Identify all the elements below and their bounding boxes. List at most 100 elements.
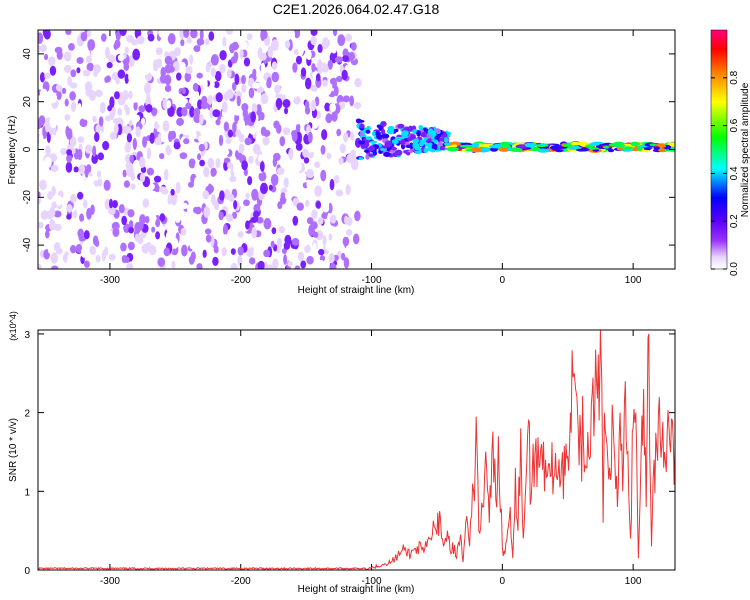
heatmap-cell xyxy=(65,30,72,36)
heatmap-cell xyxy=(266,76,272,89)
heatmap-cell xyxy=(509,147,523,152)
heatmap-cell xyxy=(258,170,267,182)
heatmap-cell xyxy=(181,106,188,117)
heatmap-cell xyxy=(70,69,77,78)
heatmap-cell xyxy=(53,210,62,218)
heatmap-cell xyxy=(232,211,238,219)
heatmap-cell xyxy=(329,78,337,85)
heatmap-cell xyxy=(498,147,510,152)
heatmap-cell xyxy=(401,130,409,137)
heatmap-cell xyxy=(69,82,78,89)
heatmap-cell xyxy=(270,173,279,186)
heatmap-cell xyxy=(614,141,623,146)
heatmap-cell xyxy=(124,46,129,54)
heatmap-cell xyxy=(164,55,173,65)
heatmap-cell xyxy=(368,145,376,152)
heatmap-cell xyxy=(92,211,99,222)
heatmap-cell xyxy=(134,114,141,122)
heatmap-cell xyxy=(190,251,196,263)
heatmap-cell xyxy=(193,177,199,190)
heatmap-cell xyxy=(66,213,72,220)
heatmap-cell xyxy=(439,137,444,141)
heatmap-cell xyxy=(106,62,113,69)
heatmap-cell xyxy=(128,226,135,234)
heatmap-cell xyxy=(109,96,115,109)
heatmap-cell xyxy=(273,252,279,260)
heatmap-cell xyxy=(406,152,411,156)
heatmap-cell xyxy=(320,169,327,182)
heatmap-cell xyxy=(314,161,321,169)
heatmap-cell xyxy=(212,109,221,118)
heatmap-cell xyxy=(236,95,241,107)
heatmap-cell xyxy=(104,198,111,210)
heatmap-cell xyxy=(306,168,314,179)
heatmap-cell xyxy=(170,237,179,249)
heatmap-cell xyxy=(443,137,449,143)
snr-y-axis-label: SNR (10 * v/v) xyxy=(8,418,19,482)
heatmap-cell xyxy=(145,104,153,113)
heatmap-cell xyxy=(117,54,125,62)
heatmap-cell xyxy=(312,242,317,254)
heatmap-cell xyxy=(63,51,72,62)
heatmap-cell xyxy=(230,248,236,255)
heatmap-cell xyxy=(151,193,157,200)
heatmap-cell xyxy=(77,228,84,239)
heatmap-cell xyxy=(167,65,175,73)
heatmap-cell xyxy=(247,176,253,186)
colorbar: 0.0 0.2 0.4 0.6 0.8 Normalized spectral ampl… xyxy=(710,29,750,276)
colorbar-tick-label: 0.6 xyxy=(729,118,740,132)
heatmap-cell xyxy=(97,170,102,178)
heatmap-cell xyxy=(38,133,44,146)
heatmap-cell xyxy=(232,121,237,134)
heatmap-cell xyxy=(349,70,358,80)
heatmap-cell xyxy=(225,138,232,145)
spectrogram-x-tick-label: -100 xyxy=(362,275,382,286)
heatmap-cell xyxy=(273,120,280,129)
heatmap-cell xyxy=(113,118,120,125)
heatmap-cell xyxy=(262,236,267,248)
heatmap-cell xyxy=(49,153,58,162)
heatmap-cell xyxy=(368,153,374,158)
heatmap-cell xyxy=(263,249,271,258)
heatmap-cell xyxy=(230,262,238,269)
heatmap-cell xyxy=(304,77,312,90)
heatmap-cell xyxy=(164,84,172,93)
heatmap-cell xyxy=(283,177,289,188)
heatmap-cell xyxy=(375,130,380,136)
heatmap-cell xyxy=(219,63,226,74)
heatmap-cell xyxy=(268,30,275,38)
heatmap-cell xyxy=(198,143,205,152)
heatmap-cell xyxy=(44,72,51,79)
heatmap-cell xyxy=(169,130,177,140)
heatmap-cell xyxy=(77,191,84,200)
heatmap-cell xyxy=(177,160,185,171)
heatmap-cell xyxy=(355,30,362,37)
snr-y-tick-label: 1 xyxy=(24,487,30,498)
heatmap-cell xyxy=(308,224,315,237)
heatmap-cell xyxy=(323,198,330,210)
heatmap-cell xyxy=(263,261,269,269)
heatmap-cell xyxy=(394,149,403,156)
heatmap-cell xyxy=(310,30,318,36)
heatmap-cell xyxy=(218,134,224,147)
heatmap-cell xyxy=(312,120,319,129)
heatmap-cell xyxy=(87,39,96,51)
heatmap-cell xyxy=(181,87,186,95)
heatmap-cell xyxy=(115,145,123,156)
heatmap-cell xyxy=(643,147,652,151)
heatmap-cell xyxy=(348,51,356,61)
heatmap-cell xyxy=(259,182,268,195)
heatmap-cell xyxy=(289,56,297,63)
heatmap-cell xyxy=(50,164,59,172)
heatmap-cell xyxy=(570,141,581,146)
heatmap-cell xyxy=(360,143,368,149)
heatmap-cell xyxy=(70,193,77,203)
heatmap-cell xyxy=(140,166,147,174)
heatmap-cell xyxy=(189,105,195,118)
heatmap-cell xyxy=(186,37,193,44)
heatmap-cell xyxy=(161,188,169,195)
heatmap-cell xyxy=(226,213,234,222)
heatmap-cell xyxy=(121,215,128,226)
heatmap-cell xyxy=(246,33,253,41)
spectrogram-y-tick-label: 40 xyxy=(22,48,33,60)
